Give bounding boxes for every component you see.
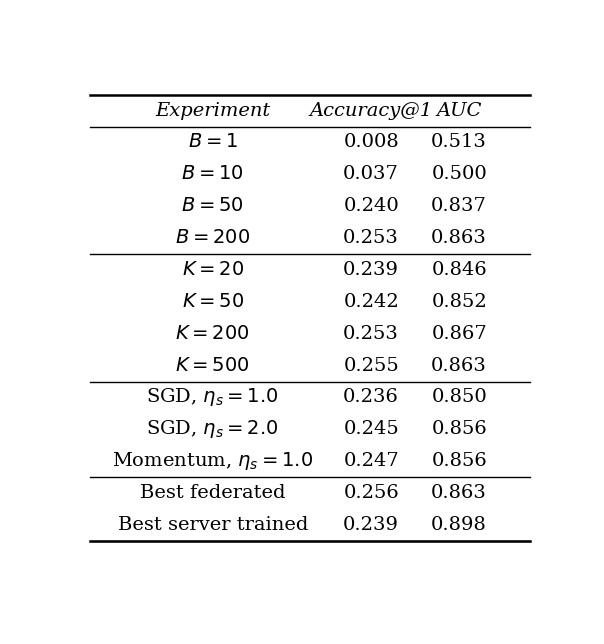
Text: 0.253: 0.253 <box>343 229 399 247</box>
Text: 0.850: 0.850 <box>431 388 487 406</box>
Text: 0.253: 0.253 <box>343 325 399 343</box>
Text: 0.863: 0.863 <box>431 484 487 502</box>
Text: 0.863: 0.863 <box>431 357 487 375</box>
Text: AUC: AUC <box>437 102 482 120</box>
Text: SGD, $\eta_s = 2.0$: SGD, $\eta_s = 2.0$ <box>147 419 279 440</box>
Text: 0.863: 0.863 <box>431 229 487 247</box>
Text: 0.037: 0.037 <box>343 166 399 184</box>
Text: 0.867: 0.867 <box>431 325 487 343</box>
Text: Momentum, $\eta_s = 1.0$: Momentum, $\eta_s = 1.0$ <box>112 450 313 472</box>
Text: 0.256: 0.256 <box>343 484 399 502</box>
Text: 0.240: 0.240 <box>343 197 399 215</box>
Text: SGD, $\eta_s = 1.0$: SGD, $\eta_s = 1.0$ <box>147 386 279 408</box>
Text: 0.255: 0.255 <box>343 357 399 375</box>
Text: $B = 10$: $B = 10$ <box>181 166 244 184</box>
Text: $K = 500$: $K = 500$ <box>176 357 250 375</box>
Text: 0.846: 0.846 <box>431 261 487 279</box>
Text: 0.239: 0.239 <box>343 516 399 534</box>
Text: Experiment: Experiment <box>155 102 271 120</box>
Text: 0.008: 0.008 <box>343 133 399 151</box>
Text: 0.500: 0.500 <box>431 166 487 184</box>
Text: $B = 200$: $B = 200$ <box>175 229 250 247</box>
Text: 0.898: 0.898 <box>431 516 487 534</box>
Text: 0.837: 0.837 <box>431 197 487 215</box>
Text: 0.513: 0.513 <box>431 133 487 151</box>
Text: Best server trained: Best server trained <box>118 516 308 534</box>
Text: $B = 50$: $B = 50$ <box>181 197 244 215</box>
Text: 0.239: 0.239 <box>343 261 399 279</box>
Text: Accuracy@1: Accuracy@1 <box>310 102 432 120</box>
Text: 0.236: 0.236 <box>343 388 399 406</box>
Text: 0.247: 0.247 <box>343 452 399 470</box>
Text: 0.245: 0.245 <box>343 421 399 439</box>
Text: 0.242: 0.242 <box>343 293 399 311</box>
Text: 0.852: 0.852 <box>431 293 487 311</box>
Text: $K = 50$: $K = 50$ <box>182 293 244 311</box>
Text: $B = 1$: $B = 1$ <box>188 133 238 151</box>
Text: $K = 200$: $K = 200$ <box>176 325 250 343</box>
Text: Best federated: Best federated <box>140 484 286 502</box>
Text: 0.856: 0.856 <box>431 452 487 470</box>
Text: $K = 20$: $K = 20$ <box>182 261 244 279</box>
Text: 0.856: 0.856 <box>431 421 487 439</box>
